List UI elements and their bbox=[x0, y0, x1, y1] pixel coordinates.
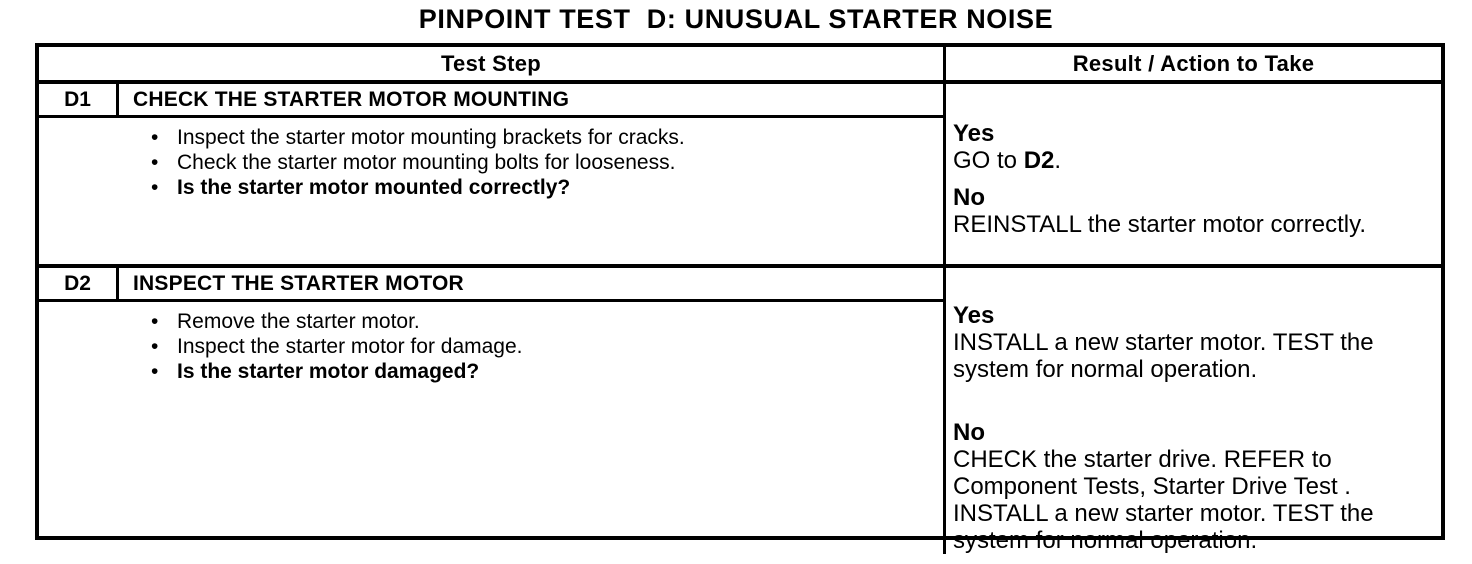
yes-action-period: . bbox=[1054, 147, 1062, 174]
yes-action-line-2: system for normal operation. bbox=[953, 356, 1258, 383]
no-action-d1: REINSTALL the starter motor correctly. bbox=[953, 211, 1367, 238]
result-cell-d1: Yes GO to D2. No REINSTALL the starter m… bbox=[946, 84, 1441, 264]
yes-label-d1: Yes bbox=[953, 120, 995, 147]
no-label-d1: No bbox=[953, 184, 985, 211]
no-block-d2: No CHECK the starter drive. REFER to Com… bbox=[953, 419, 1435, 554]
instruction-text: Check the starter motor mounting bolts f… bbox=[177, 151, 676, 174]
instruction-text: Inspect the starter motor for damage. bbox=[177, 335, 523, 358]
yes-action-line-1: INSTALL a new starter motor. TEST the bbox=[953, 329, 1374, 356]
instruction-list-d1: • Inspect the starter motor mounting bra… bbox=[39, 118, 943, 200]
instruction-item: • Inspect the starter motor mounting bra… bbox=[151, 125, 933, 150]
bullet-icon: • bbox=[151, 335, 159, 358]
instruction-item: • Remove the starter motor. bbox=[151, 309, 933, 334]
bullet-icon: • bbox=[151, 176, 159, 199]
instruction-list-d2: • Remove the starter motor. • Inspect th… bbox=[39, 302, 943, 384]
instruction-item: • Is the starter motor mounted correctly… bbox=[151, 175, 933, 200]
instruction-item: • Inspect the starter motor for damage. bbox=[151, 334, 933, 359]
no-label-d2: No bbox=[953, 419, 985, 446]
test-step-cell-d1: D1 CHECK THE STARTER MOTOR MOUNTING • In… bbox=[39, 84, 946, 264]
step-reference: D2 bbox=[1023, 147, 1055, 174]
step-id-d1: D1 bbox=[39, 84, 119, 115]
no-block-d1: No REINSTALL the starter motor correctly… bbox=[953, 184, 1435, 238]
pinpoint-test-table: Test Step Result / Action to Take D1 CHE… bbox=[35, 43, 1445, 554]
result-cell-d2: Yes INSTALL a new starter motor. TEST th… bbox=[946, 268, 1441, 554]
bullet-icon: • bbox=[151, 151, 159, 174]
no-action-line-2: Component Tests, Starter Drive Test . bbox=[953, 473, 1351, 500]
step-title-row-d2: D2 INSPECT THE STARTER MOTOR bbox=[39, 268, 943, 302]
column-header-test-step: Test Step bbox=[39, 47, 946, 80]
test-section-d1: D1 CHECK THE STARTER MOTOR MOUNTING • In… bbox=[39, 84, 1441, 268]
test-step-cell-d2: D2 INSPECT THE STARTER MOTOR • Remove th… bbox=[39, 268, 946, 554]
yes-label-d2: Yes bbox=[953, 302, 995, 329]
instruction-text: Remove the starter motor. bbox=[177, 310, 420, 333]
column-header-result-action: Result / Action to Take bbox=[1072, 50, 1315, 76]
yes-action-text: GO to bbox=[953, 147, 1024, 174]
step-id-d2: D2 bbox=[39, 268, 119, 299]
bullet-icon: • bbox=[151, 360, 159, 383]
test-section-d2: D2 INSPECT THE STARTER MOTOR • Remove th… bbox=[39, 268, 1441, 554]
page-title: PINPOINT TEST D: UNUSUAL STARTER NOISE bbox=[418, 4, 1054, 34]
bullet-icon: • bbox=[151, 126, 159, 149]
instruction-question: Is the starter motor damaged? bbox=[177, 360, 480, 383]
instruction-question: Is the starter motor mounted correctly? bbox=[177, 176, 571, 199]
table-header-row: Test Step Result / Action to Take bbox=[39, 47, 1441, 84]
no-action-line-4: system for normal operation. bbox=[953, 527, 1258, 554]
yes-action-d1: GO to D2. bbox=[953, 147, 1435, 174]
no-action-line-1: CHECK the starter drive. REFER to bbox=[953, 446, 1332, 473]
no-action-line-3: INSTALL a new starter motor. TEST the bbox=[953, 500, 1374, 527]
instruction-item: • Check the starter motor mounting bolts… bbox=[151, 150, 933, 175]
instruction-item: • Is the starter motor damaged? bbox=[151, 359, 933, 384]
step-name-d1: CHECK THE STARTER MOTOR MOUNTING bbox=[133, 87, 570, 111]
bullet-icon: • bbox=[151, 310, 159, 333]
instruction-text: Inspect the starter motor mounting brack… bbox=[177, 126, 685, 149]
step-title-row-d1: D1 CHECK THE STARTER MOTOR MOUNTING bbox=[39, 84, 943, 118]
step-name-d2: INSPECT THE STARTER MOTOR bbox=[133, 271, 464, 295]
